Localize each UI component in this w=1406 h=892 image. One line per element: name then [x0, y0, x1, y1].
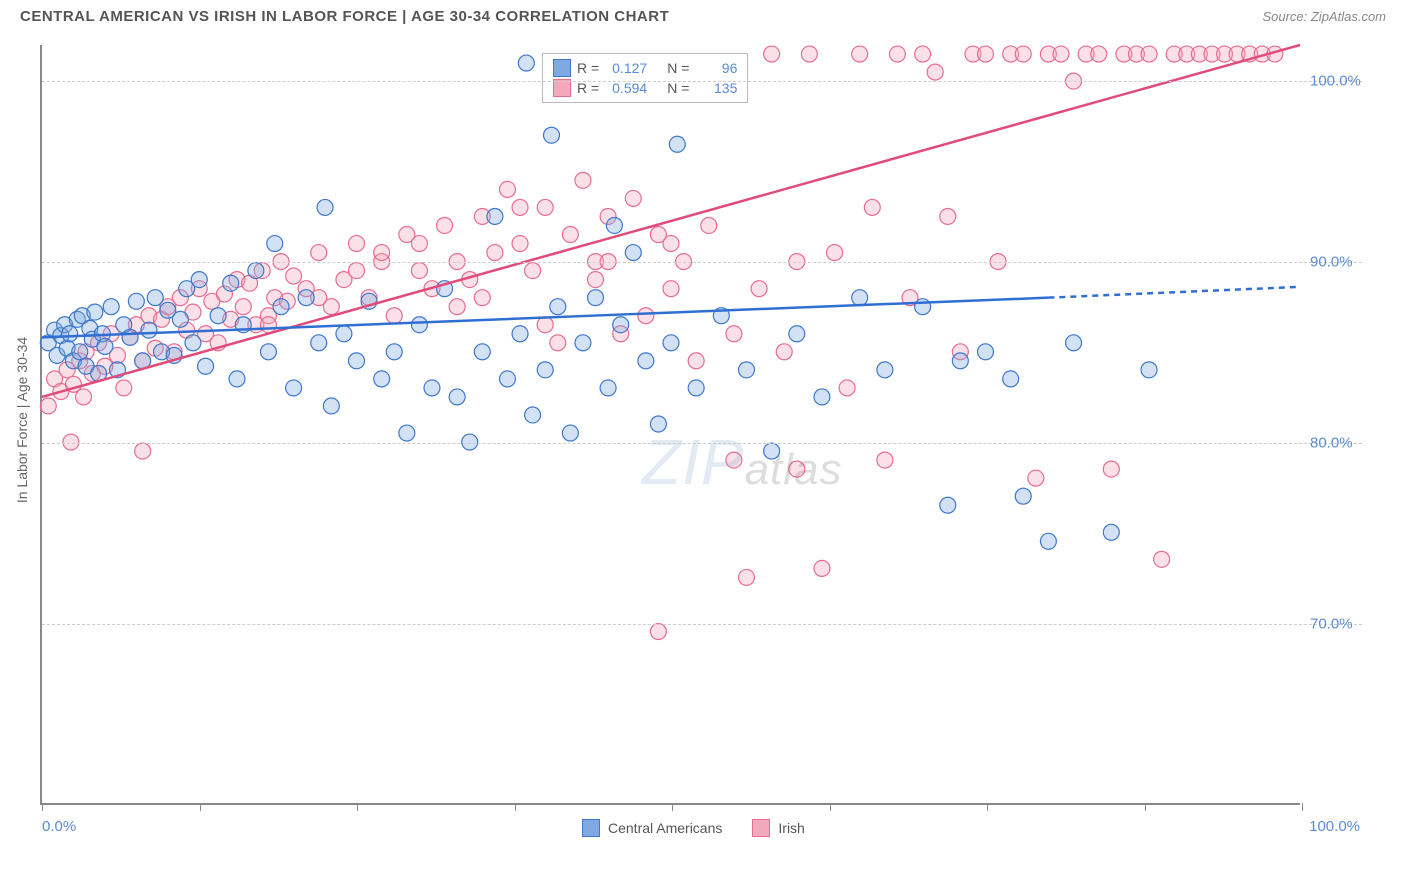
n-label: N = — [667, 60, 689, 76]
legend-swatch-irish-icon — [752, 819, 770, 837]
y-tick-label: 100.0% — [1310, 73, 1380, 90]
r-label: R = — [577, 60, 599, 76]
scatter-plot-svg — [42, 45, 1300, 803]
gridline — [42, 262, 1362, 263]
y-tick-label: 90.0% — [1310, 254, 1380, 271]
x-tick — [830, 803, 831, 811]
correlation-stats-box: R = 0.127 N = 96 R = 0.594 N = 135 — [542, 53, 748, 103]
y-axis-label: In Labor Force | Age 30-34 — [14, 337, 30, 503]
r-value-ca: 0.127 — [605, 60, 647, 76]
x-tick — [515, 803, 516, 811]
legend-label-irish: Irish — [778, 820, 804, 836]
x-axis-start-label: 0.0% — [42, 818, 76, 835]
x-tick — [42, 803, 43, 811]
legend: Central Americans Irish — [582, 819, 805, 837]
x-tick — [987, 803, 988, 811]
swatch-ca-icon — [553, 59, 571, 77]
y-tick-label: 80.0% — [1310, 435, 1380, 452]
chart-plot-area: R = 0.127 N = 96 R = 0.594 N = 135 ZIPat… — [40, 45, 1300, 805]
n-value-ca: 96 — [695, 60, 737, 76]
y-tick-label: 70.0% — [1310, 616, 1380, 633]
gridline — [42, 443, 1362, 444]
legend-label-ca: Central Americans — [608, 820, 722, 836]
n-value-irish: 135 — [695, 80, 737, 96]
chart-title: CENTRAL AMERICAN VS IRISH IN LABOR FORCE… — [20, 8, 669, 25]
chart-header: CENTRAL AMERICAN VS IRISH IN LABOR FORCE… — [0, 0, 1406, 29]
x-tick — [1145, 803, 1146, 811]
n-label-2: N = — [667, 80, 689, 96]
x-tick — [1302, 803, 1303, 811]
x-axis-end-label: 100.0% — [1309, 818, 1360, 835]
r-label-2: R = — [577, 80, 599, 96]
x-tick — [672, 803, 673, 811]
legend-item-irish: Irish — [752, 819, 804, 837]
x-tick — [200, 803, 201, 811]
legend-swatch-ca-icon — [582, 819, 600, 837]
source-label: Source: ZipAtlas.com — [1262, 9, 1386, 24]
r-value-irish: 0.594 — [605, 80, 647, 96]
x-tick — [357, 803, 358, 811]
legend-item-ca: Central Americans — [582, 819, 722, 837]
gridline — [42, 624, 1362, 625]
gridline — [42, 81, 1362, 82]
stats-row-ca: R = 0.127 N = 96 — [553, 58, 737, 78]
